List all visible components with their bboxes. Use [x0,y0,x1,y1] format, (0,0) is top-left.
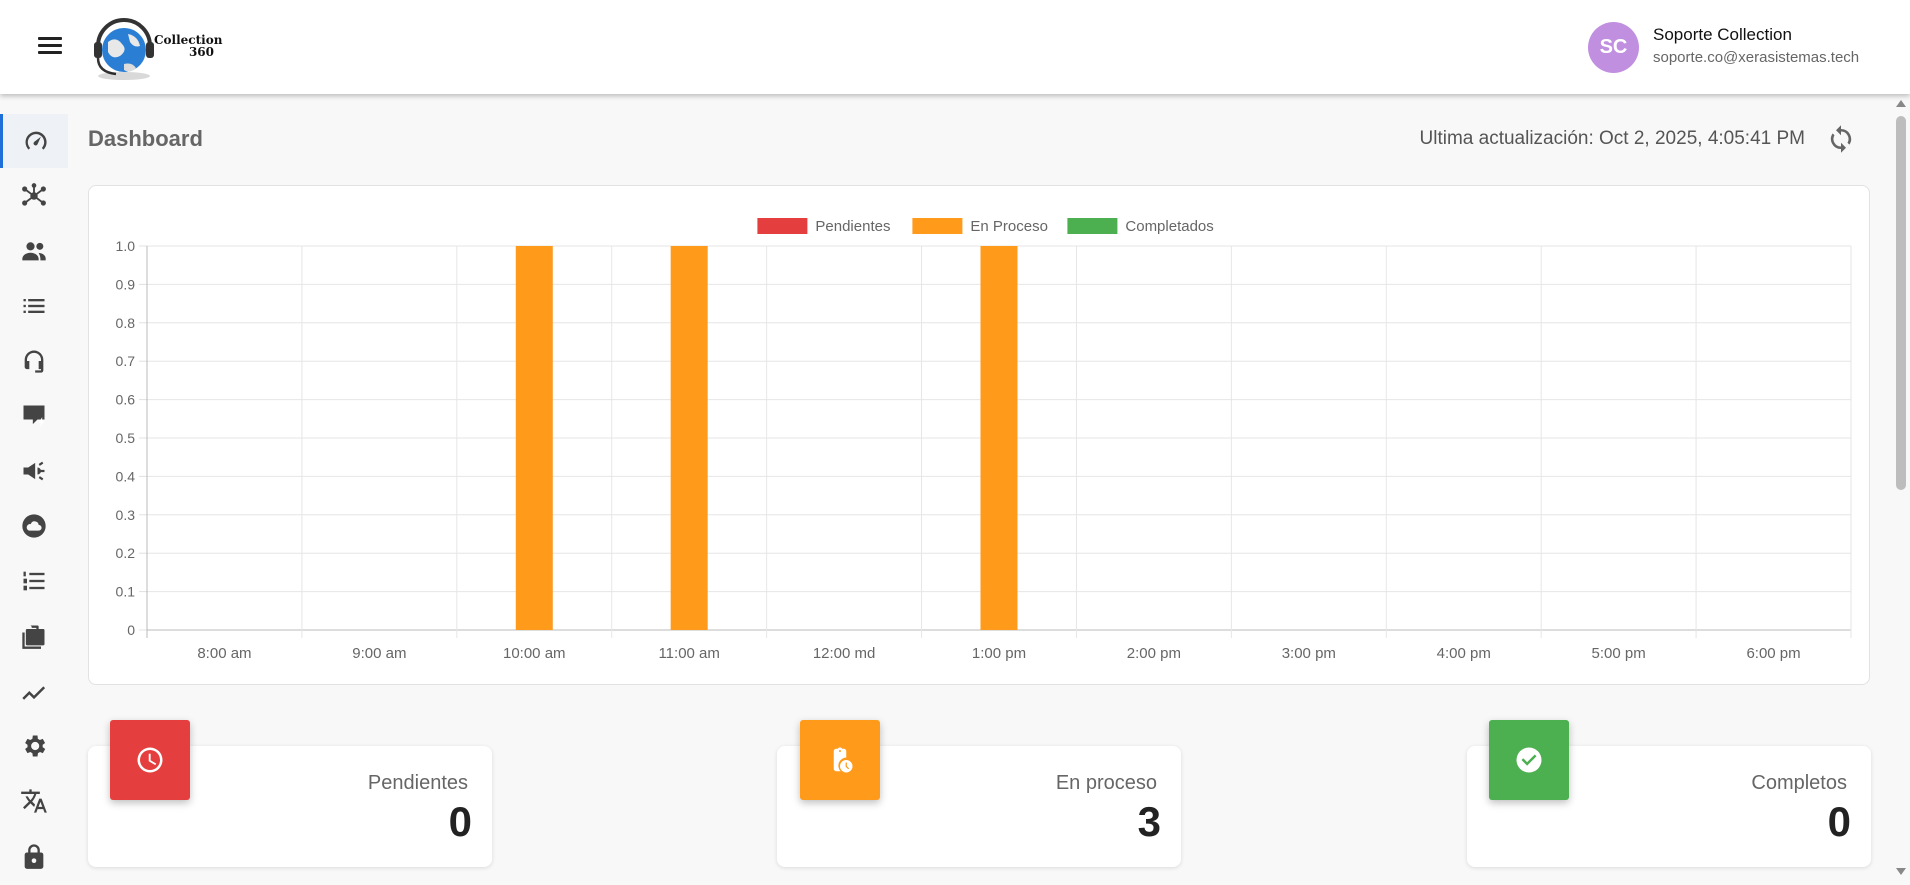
scroll-down-arrow-icon[interactable] [1896,868,1906,875]
stat-label: Completos [1751,772,1847,794]
sidebar [0,94,68,885]
numbered-list-icon [23,571,45,591]
sidebar-item-list[interactable] [0,279,68,333]
check-circle-icon [1516,747,1542,773]
gear-icon [25,735,46,757]
y-tick-label: 0.3 [116,507,136,523]
bar-en-proceso [980,246,1018,630]
translate-icon [21,789,47,813]
bar-chart: 0 0.1 0.2 0.3 0.4 0.5 0.6 0.7 0.8 0.9 1.0 8:00 am 9:… [116,218,1852,662]
people-icon [22,242,46,261]
sidebar-item-security[interactable] [0,829,68,883]
last-update-text: Ultima actualización: Oct 2, 2025, 4:05:… [1419,128,1805,149]
sidebar-item-portfolio[interactable] [0,609,68,663]
stat-icon-box-completos [1489,720,1569,800]
sidebar-item-people[interactable] [0,224,68,278]
lock-icon [24,844,44,869]
y-tick-label: 0.4 [116,468,136,484]
y-tick-label: 0.6 [116,392,136,408]
legend-swatch [1067,218,1118,234]
speedometer-icon [25,131,47,150]
stat-label: En proceso [1055,772,1157,794]
x-tick-label: 2:00 pm [1127,645,1181,662]
x-tick-label: 12:00 md [813,645,876,662]
refresh-button[interactable] [1826,124,1856,154]
stat-icon-box-en-proceso [800,720,880,800]
sidebar-item-numbered-list[interactable] [0,554,68,608]
sidebar-item-campaigns[interactable] [0,444,68,498]
x-tick-label: 3:00 pm [1282,645,1336,662]
legend-label: Pendientes [815,218,890,235]
refresh-icon [1830,125,1852,153]
bar-en-proceso [670,246,708,630]
x-tick-label: 11:00 am [658,645,719,662]
x-tick-label: 6:00 pm [1746,645,1800,662]
trending-icon [22,686,46,700]
stat-icon-box-pendientes [110,720,190,800]
briefcase-icon [22,625,45,649]
y-tick-label: 1.0 [116,238,136,254]
scroll-up-arrow-icon[interactable] [1896,100,1906,107]
user-email: soporte.co@xerasistemas.tech [1653,49,1860,66]
cloud-icon [22,514,46,538]
scroll-thumb[interactable] [1896,116,1906,490]
sidebar-item-cloud[interactable] [0,499,68,553]
sidebar-item-chat[interactable] [0,389,68,443]
y-tick-label: 0.2 [116,545,136,561]
globe-headset-logo-icon [94,18,154,80]
avatar[interactable]: SC [1588,22,1639,73]
scrollbar[interactable] [1892,96,1910,885]
campaign-icon [23,461,45,481]
logo-text-line1: Collection [154,33,223,47]
list-icon [23,299,45,313]
hub-icon [22,183,46,206]
legend-label: En Proceso [970,218,1048,235]
y-tick-label: 0 [127,622,135,638]
x-tick-label: 8:00 am [197,645,251,662]
user-name: Soporte Collection [1653,25,1792,44]
top-bar: Collection 360 SC Soporte Collection sop… [0,0,1910,94]
x-tick-label: 10:00 am [503,645,566,662]
x-tick-label: 1:00 pm [972,645,1026,662]
logo-text-line2: 360 [188,45,214,59]
chart-card: 0 0.1 0.2 0.3 0.4 0.5 0.6 0.7 0.8 0.9 1.0 8:00 am 9:… [88,185,1870,685]
y-tick-label: 0.1 [116,584,136,600]
stat-value: 0 [1827,798,1851,845]
logo-text: Collection 360 [154,33,223,59]
y-tick-label: 0.7 [116,353,136,369]
legend-label: Completados [1125,218,1213,235]
sidebar-item-hub[interactable] [0,169,68,223]
sidebar-item-settings[interactable] [0,719,68,773]
hamburger-menu-icon[interactable] [36,34,64,58]
clock-icon [137,747,163,773]
chat-bolt-icon [23,405,45,428]
sidebar-item-support[interactable] [0,334,68,388]
y-tick-label: 0.9 [116,276,136,292]
app-logo[interactable]: Collection 360 [88,12,223,82]
sidebar-item-trends[interactable] [0,664,68,718]
legend-swatch [757,218,808,234]
bar-en-proceso [515,246,553,630]
sidebar-item-language[interactable] [0,774,68,828]
y-tick-label: 0.5 [116,430,136,446]
x-tick-label: 5:00 pm [1592,645,1646,662]
page-title: Dashboard [88,126,203,151]
sidebar-item-dashboard[interactable] [0,114,68,168]
y-tick-label: 0.8 [116,315,136,331]
stat-label: Pendientes [367,772,468,794]
x-tick-label: 9:00 am [352,645,406,662]
headset-icon [24,350,44,373]
x-tick-label: 4:00 pm [1437,645,1491,662]
legend-swatch [912,218,963,234]
clipboard-clock-icon [833,747,853,773]
stat-value: 0 [448,798,472,845]
stat-value: 3 [1137,798,1161,845]
